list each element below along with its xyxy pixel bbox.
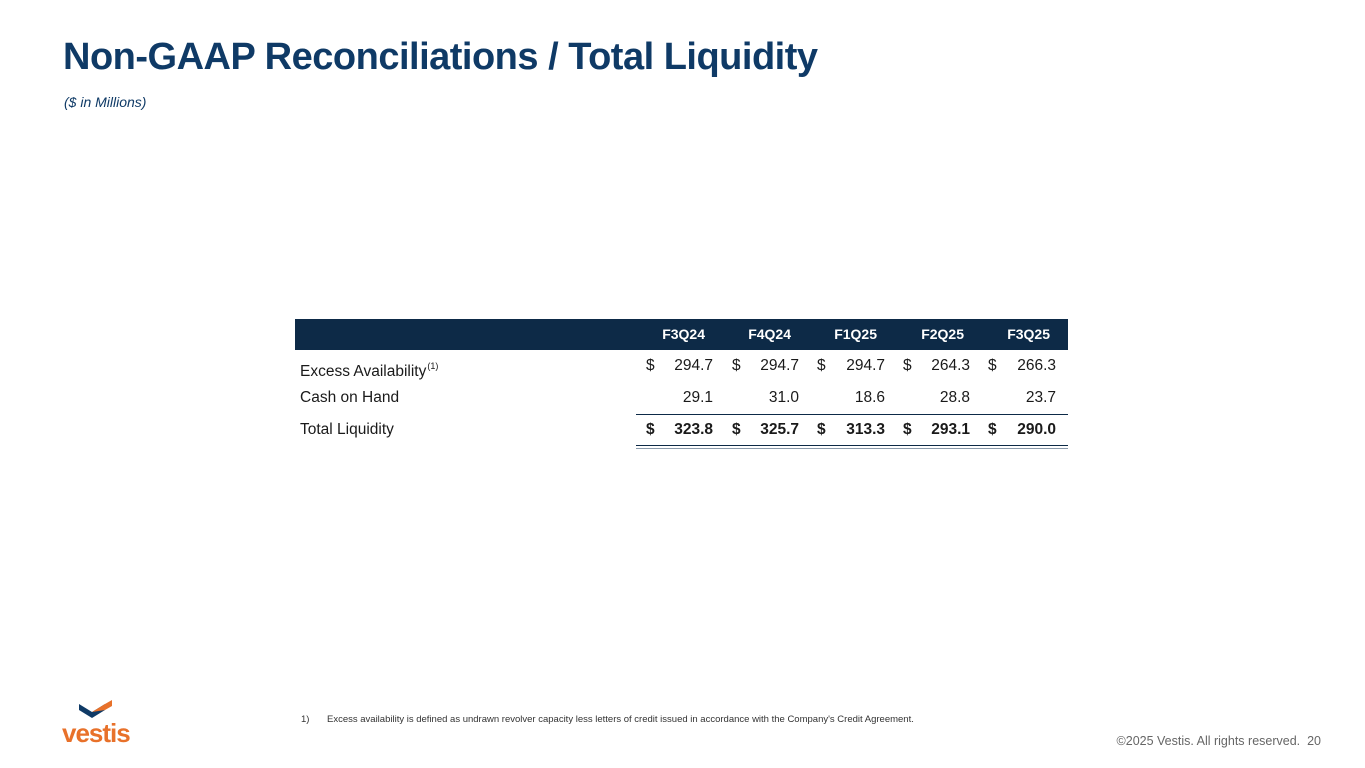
table-cell: 325.7 (760, 421, 799, 438)
currency-symbol: $ (817, 357, 826, 374)
footnote-text: Excess availability is defined as undraw… (327, 714, 914, 725)
vestis-chevron-logo-icon (79, 700, 112, 718)
footnote-number: 1) (301, 714, 310, 725)
logo-wordmark: vestis (62, 718, 131, 748)
table-cell: 29.1 (682, 389, 713, 406)
currency-symbol: $ (988, 421, 997, 438)
table-cell: 323.8 (674, 421, 713, 438)
table-row-excess-availability: Excess Availability(1) $ 294.7 $ 294.7 $… (295, 350, 1068, 382)
table-cell: 264.3 (931, 357, 970, 374)
footnote: 1) Excess availability is defined as undr… (301, 714, 914, 725)
column-header: F4Q24 (748, 326, 791, 342)
currency-symbol: $ (903, 357, 912, 374)
currency-symbol: $ (903, 421, 912, 438)
page-subtitle: ($ in Millions) (64, 94, 147, 110)
vestis-logo: vestis (62, 700, 146, 748)
total-double-underline (636, 445, 1068, 449)
currency-symbol: $ (732, 357, 741, 374)
copyright-footer: ©2025 Vestis. All rights reserved. 20 (1117, 734, 1321, 748)
table-cell: 293.1 (931, 421, 970, 438)
table-cell: 294.7 (760, 357, 799, 374)
table-cell: 294.7 (846, 357, 885, 374)
table-header-row: F3Q24 F4Q24 F1Q25 F2Q25 F3Q25 (295, 319, 1068, 350)
table-cell: 294.7 (674, 357, 713, 374)
column-header: F2Q25 (921, 326, 964, 342)
currency-symbol: $ (988, 357, 997, 374)
row-label: Total Liquidity (300, 421, 394, 438)
currency-symbol: $ (646, 357, 655, 374)
page-title: Non-GAAP Reconciliations / Total Liquidi… (63, 36, 818, 78)
table-cell: 31.0 (768, 389, 799, 406)
table-cell: 290.0 (1017, 421, 1056, 438)
footnote-ref: (1) (427, 361, 439, 371)
total-separator-line (636, 414, 1068, 415)
column-header: F3Q24 (662, 326, 705, 342)
currency-symbol: $ (732, 421, 741, 438)
column-header: F3Q25 (1007, 326, 1050, 342)
table-cell: 313.3 (846, 421, 885, 438)
table-cell: 28.8 (939, 389, 970, 406)
copyright-text: ©2025 Vestis. All rights reserved. (1116, 734, 1301, 748)
table-cell: 266.3 (1017, 357, 1056, 374)
table-cell: 23.7 (1025, 389, 1056, 406)
table-cell: 18.6 (854, 389, 885, 406)
table-row-cash-on-hand: Cash on Hand 29.1 31.0 18.6 28.8 23.7 (295, 382, 1068, 414)
row-label: Cash on Hand (300, 389, 400, 406)
currency-symbol: $ (646, 421, 655, 438)
column-header: F1Q25 (834, 326, 877, 342)
row-label: Excess Availability(1) (300, 361, 439, 380)
page-number: 20 (1307, 734, 1321, 748)
currency-symbol: $ (817, 421, 826, 438)
table-row-total-liquidity: Total Liquidity $ 323.8 $ 325.7 $ 313.3 … (295, 414, 1068, 446)
liquidity-table: F3Q24 F4Q24 F1Q25 F2Q25 F3Q25 Excess Ava… (295, 319, 1068, 449)
